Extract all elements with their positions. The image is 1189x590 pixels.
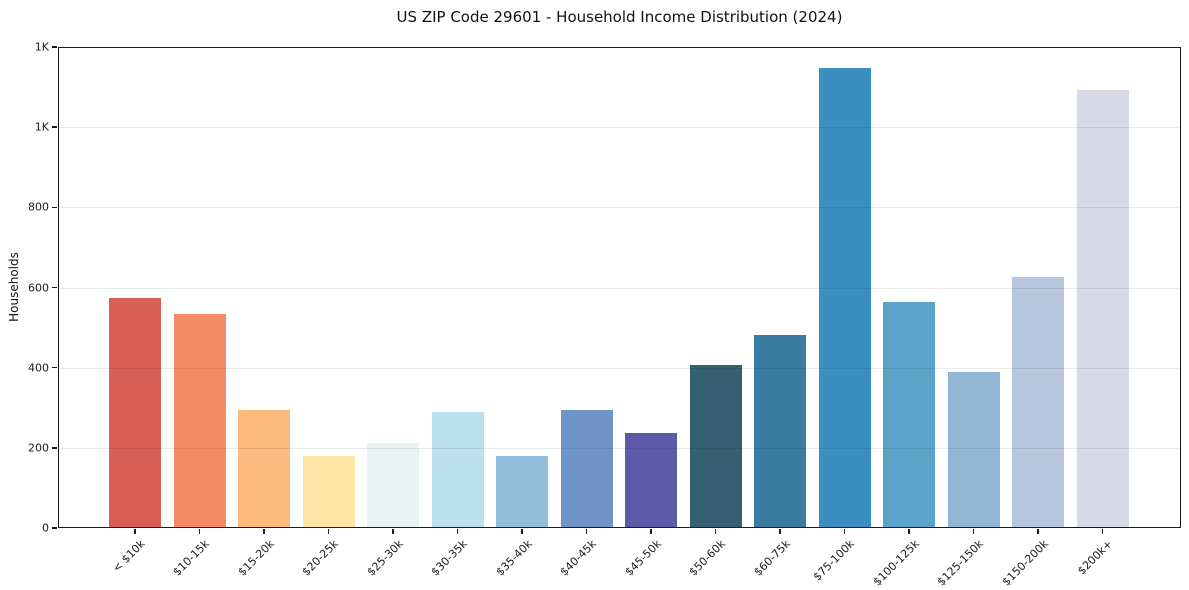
y-tick-label: 0 (42, 521, 49, 535)
y-tick-mark (52, 46, 57, 48)
bar-150-200k (1012, 277, 1064, 528)
gridline-200 (58, 447, 1181, 449)
x-tick-mark (972, 528, 975, 534)
bar-125-150k (947, 371, 1000, 528)
x-tick-label: $40-45k (557, 537, 599, 579)
x-tick-label: $25-30k (364, 537, 406, 579)
bar-40-45k (560, 410, 613, 528)
x-tick-label: $45-50k (622, 537, 664, 579)
x-tick-mark (843, 528, 846, 534)
bar-20-25k (302, 455, 355, 528)
bar-35-40k (496, 455, 548, 528)
x-tick-label: $10-15k (170, 537, 212, 579)
y-tick-mark (52, 366, 57, 369)
y-tick-mark (52, 126, 57, 128)
y-tick-label: 200 (28, 441, 49, 455)
x-tick-mark (1037, 528, 1039, 534)
x-tick-mark (1101, 528, 1104, 534)
bar-50-60k (689, 365, 742, 528)
bar-60-75k (754, 335, 806, 528)
x-tick-mark (134, 528, 136, 534)
gridline-600 (58, 287, 1181, 289)
gridline-400 (58, 367, 1181, 369)
x-tick-label: $100-125k (870, 537, 922, 589)
x-tick-mark (714, 528, 717, 534)
x-tick-label: $60-75k (751, 537, 793, 579)
y-tick-label: 1K (34, 40, 49, 54)
x-tick-label: $125-150k (934, 537, 986, 589)
y-tick-mark (52, 527, 57, 529)
gridline-1000 (58, 127, 1181, 129)
x-tick-label: < $10k (109, 537, 148, 575)
chart-title: US ZIP Code 29601 - Household Income Dis… (396, 8, 843, 26)
x-tick-mark (779, 528, 781, 534)
y-tick-mark (52, 447, 57, 449)
x-tick-mark (456, 528, 459, 534)
bar-10-15k (173, 313, 226, 528)
bar-100-125k (883, 301, 935, 528)
gridline-800 (58, 207, 1181, 209)
bar-75-100k (818, 67, 871, 528)
x-tick-label: $15-20k (235, 537, 277, 579)
x-tick-label: $20-25k (299, 537, 341, 579)
y-axis-label: Households (7, 252, 21, 322)
bar-30-35k (431, 411, 484, 528)
y-tick-label: 400 (28, 361, 49, 375)
x-tick-mark (327, 528, 330, 534)
y-tick-label: 800 (28, 200, 49, 214)
x-tick-label: $75-100k (810, 537, 857, 584)
x-tick-label: $150-200k (999, 537, 1051, 589)
x-tick-label: $35-40k (493, 537, 535, 579)
x-tick-mark (650, 528, 652, 534)
bar-10k (109, 297, 161, 528)
x-tick-mark (908, 528, 910, 534)
x-tick-mark (521, 528, 523, 534)
x-tick-label: $30-35k (428, 537, 470, 579)
y-tick-mark (52, 206, 57, 209)
y-tick-mark (52, 286, 57, 289)
bar-45-50k (625, 433, 677, 528)
bar-15-20k (238, 409, 290, 528)
y-tick-label: 600 (28, 281, 49, 294)
x-tick-mark (585, 528, 588, 534)
x-tick-mark (392, 528, 394, 534)
bar-200k (1076, 90, 1129, 528)
x-tick-label: $50-60k (686, 537, 728, 579)
y-tick-label: 1K (34, 120, 49, 134)
x-tick-mark (198, 528, 201, 534)
x-tick-mark (263, 528, 265, 534)
bar-25-30k (367, 443, 419, 528)
x-tick-label: $200k+ (1074, 537, 1115, 578)
